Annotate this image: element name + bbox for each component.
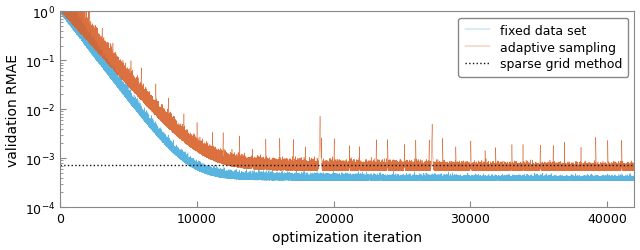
- adaptive sampling: [492, 153, 500, 156]
- Line: adaptive sampling: adaptive sampling: [60, 0, 634, 171]
- Y-axis label: validation RMAE: validation RMAE: [6, 54, 20, 166]
- fixed data set: [445, 178, 452, 181]
- adaptive sampling: [628, 169, 636, 172]
- Legend: fixed data set, adaptive sampling, sparse grid method: fixed data set, adaptive sampling, spars…: [458, 18, 628, 77]
- sparse grid method: [56, 164, 64, 167]
- fixed data set: [238, 176, 246, 178]
- fixed data set: [468, 176, 476, 179]
- fixed data set: [609, 179, 617, 182]
- Line: fixed data set: fixed data set: [60, 0, 634, 181]
- fixed data set: [630, 178, 638, 182]
- fixed data set: [492, 177, 500, 180]
- adaptive sampling: [238, 166, 246, 169]
- X-axis label: optimization iteration: optimization iteration: [273, 230, 422, 244]
- fixed data set: [628, 176, 636, 179]
- adaptive sampling: [554, 169, 562, 172]
- adaptive sampling: [445, 167, 452, 170]
- adaptive sampling: [442, 170, 450, 173]
- adaptive sampling: [468, 169, 476, 172]
- adaptive sampling: [630, 168, 638, 171]
- fixed data set: [554, 179, 562, 182]
- sparse grid method: [56, 164, 64, 167]
